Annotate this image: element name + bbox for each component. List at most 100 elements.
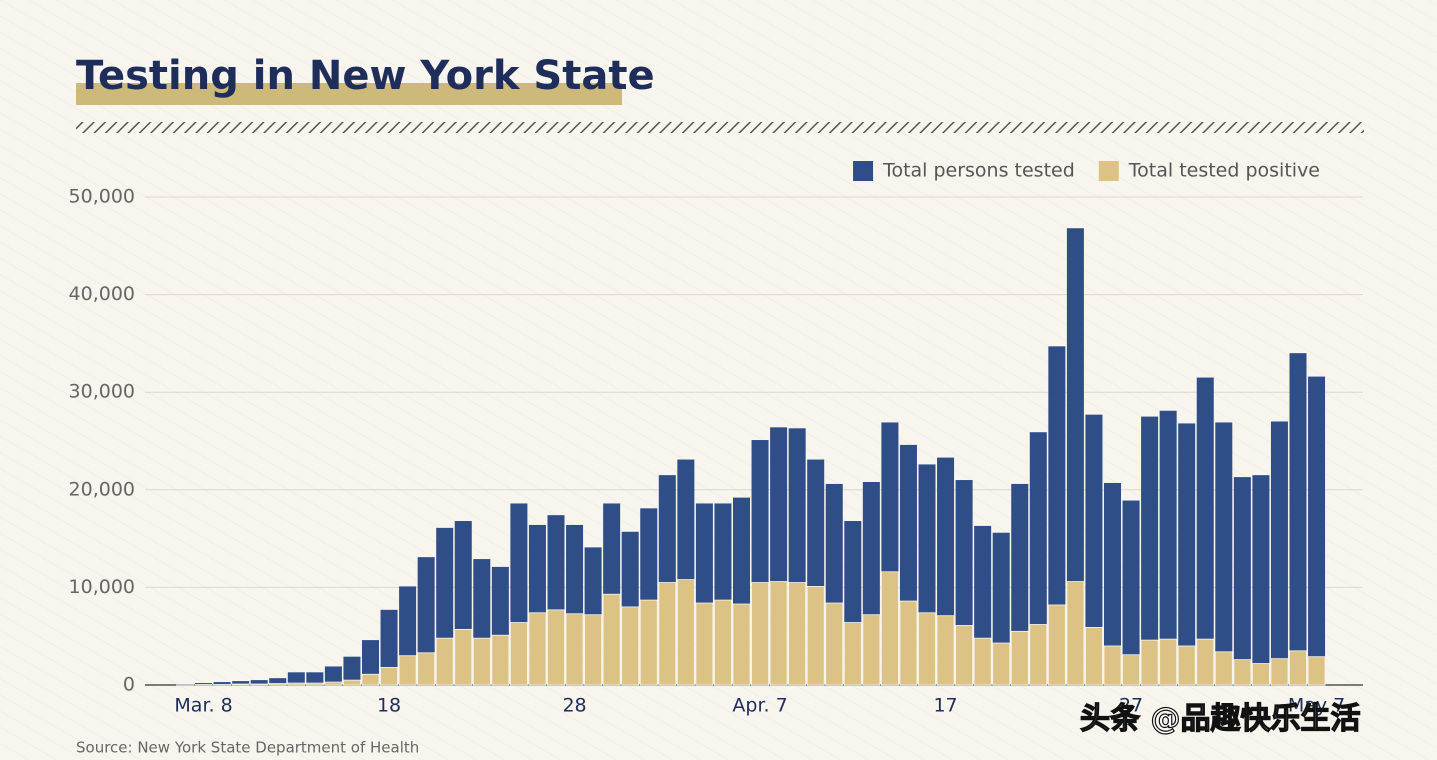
bar <box>1196 638 1215 686</box>
bar <box>231 683 250 686</box>
bar <box>491 634 510 686</box>
bar <box>1103 645 1122 686</box>
x-tick-label: May 7 <box>1288 695 1345 717</box>
bar <box>1196 377 1214 685</box>
bar <box>1270 658 1289 686</box>
bar <box>1122 500 1140 685</box>
bar <box>1308 376 1326 685</box>
bar <box>1214 651 1233 686</box>
bar <box>881 571 899 686</box>
bar <box>268 683 287 686</box>
bar <box>1085 627 1103 686</box>
bar <box>1289 353 1307 685</box>
bar <box>380 667 398 686</box>
watermark: 头条 @品趣快乐生活 <box>1080 702 1360 737</box>
x-tick-label: 17 <box>933 695 957 717</box>
legend-swatch <box>853 161 874 181</box>
bar <box>343 679 361 686</box>
bar <box>1140 639 1159 686</box>
bar <box>1215 422 1233 685</box>
bar <box>955 625 973 686</box>
bar <box>324 681 343 686</box>
bar <box>1066 581 1085 686</box>
source: Source: New York State Department of Hea… <box>76 739 419 757</box>
title-underline <box>76 83 622 105</box>
bar <box>714 599 732 686</box>
bar <box>788 582 807 686</box>
y-tick-label: 50,000 <box>69 186 135 208</box>
bar <box>287 672 305 685</box>
bar <box>398 655 417 686</box>
bar <box>1252 475 1270 685</box>
bar <box>1159 410 1177 685</box>
bar <box>658 582 677 686</box>
bar <box>454 628 473 686</box>
bar <box>547 609 565 686</box>
bar <box>1178 423 1196 685</box>
bar <box>1104 482 1121 685</box>
y-tick-label: 30,000 <box>69 381 135 403</box>
bar <box>1122 654 1140 686</box>
y-tick-label: 40,000 <box>69 283 135 305</box>
bar <box>695 602 714 686</box>
bar <box>899 600 918 686</box>
legend-label: Total persons tested <box>882 160 1075 182</box>
bar <box>565 613 584 686</box>
bar <box>362 640 379 685</box>
bar <box>213 682 231 685</box>
bar <box>843 622 862 686</box>
bar <box>806 586 825 686</box>
bar <box>1307 656 1326 686</box>
bar <box>1177 645 1196 686</box>
bar <box>1047 604 1066 686</box>
bar <box>584 614 602 686</box>
x-tick-label: Apr. 7 <box>732 695 787 717</box>
bar <box>751 582 769 686</box>
bar <box>1085 414 1103 685</box>
bar <box>862 614 881 686</box>
y-tick-label: 10,000 <box>69 576 135 598</box>
bar <box>324 666 342 685</box>
bar <box>195 683 213 685</box>
bar <box>287 682 306 686</box>
y-tick-label: 0 <box>123 674 135 696</box>
bar <box>528 612 547 686</box>
bar <box>1066 228 1084 685</box>
bar <box>1252 663 1270 686</box>
bar <box>1029 432 1047 685</box>
bar <box>676 579 695 686</box>
y-tick-label: 20,000 <box>69 478 135 500</box>
bar <box>305 682 324 686</box>
x-tick-label: 18 <box>377 695 401 717</box>
bar <box>1010 630 1029 686</box>
bar <box>1289 650 1307 686</box>
bar <box>232 681 250 685</box>
bar <box>472 637 491 686</box>
bar <box>602 593 621 686</box>
chart-title: Testing in New York State <box>76 53 655 99</box>
bar <box>1270 421 1288 685</box>
bar <box>769 581 788 686</box>
bar <box>732 603 751 686</box>
bar <box>1159 638 1178 686</box>
bar <box>250 683 269 686</box>
divider <box>76 122 1364 133</box>
bar <box>343 656 361 685</box>
bar <box>1141 416 1159 685</box>
bar <box>992 642 1011 686</box>
bar <box>621 606 640 686</box>
bar <box>936 615 955 686</box>
bar <box>918 612 936 686</box>
bar <box>1233 659 1252 686</box>
x-tick-label: Mar. 8 <box>174 695 232 717</box>
bar <box>361 673 380 686</box>
x-tick-label: 28 <box>562 695 586 717</box>
bar <box>1048 346 1066 685</box>
bar <box>973 637 992 686</box>
legend-swatch <box>1098 161 1119 181</box>
bar <box>435 637 454 686</box>
bar <box>825 602 844 686</box>
bar <box>269 678 287 685</box>
bar <box>380 609 398 685</box>
